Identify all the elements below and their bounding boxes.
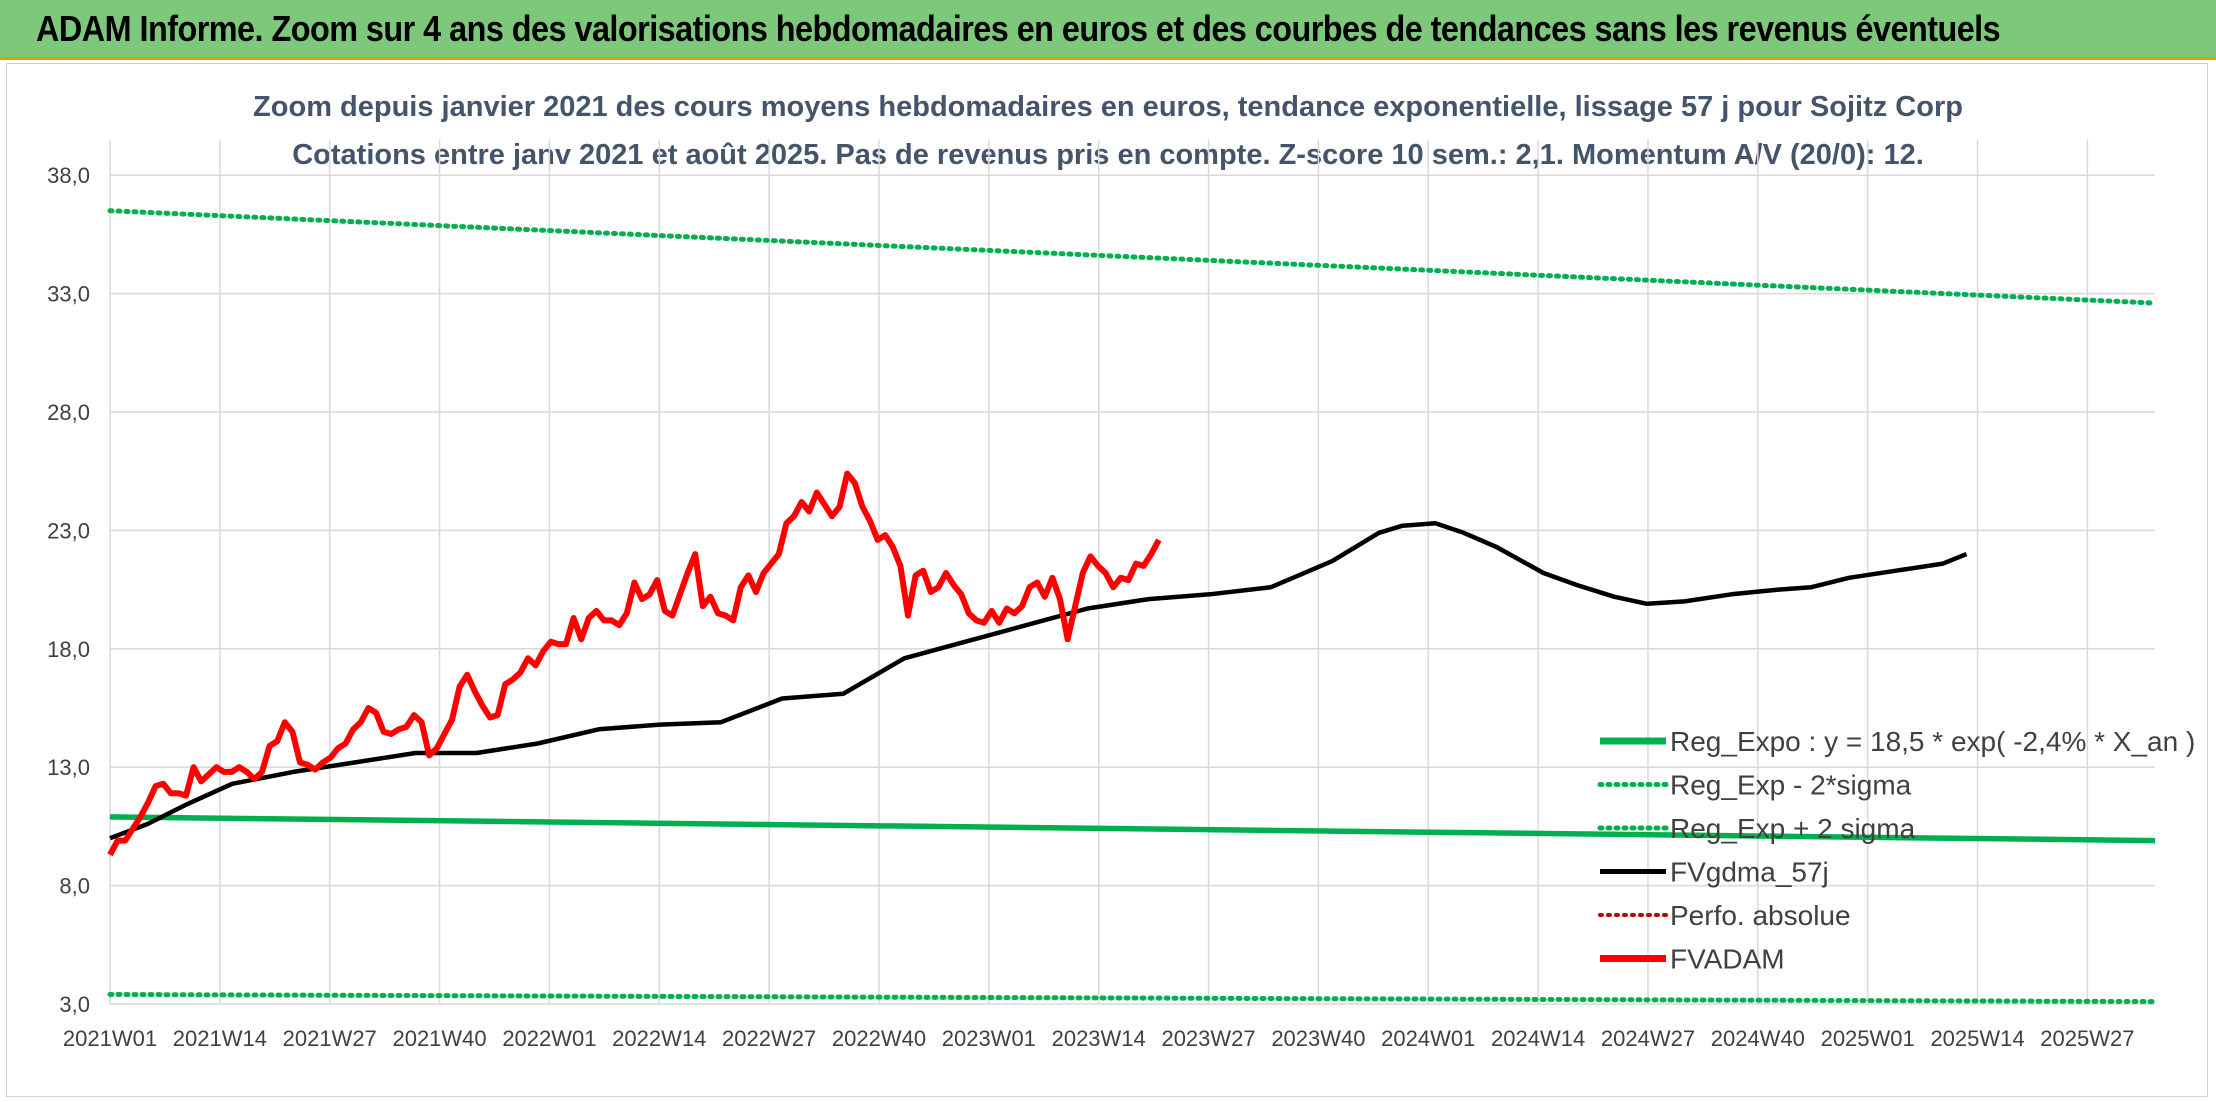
x-tick-label: 2024W01 <box>1381 1026 1475 1051</box>
x-axis-ticks: 2021W01 2021W14 2021W27 2021W40 2022W01 2022W… <box>63 1026 2135 1051</box>
series-fvadam <box>107 470 1162 857</box>
series-reg-minus-2sigma <box>107 992 2158 1005</box>
x-tick-label: 2023W40 <box>1271 1026 1365 1051</box>
chart-title: Zoom depuis janvier 2021 des cours moyen… <box>253 91 1963 123</box>
chart-subtitle: Cotations entre janv 2021 et août 2025. … <box>292 139 1924 171</box>
x-tick-label: 2024W14 <box>1491 1026 1585 1051</box>
legend-label: Reg_Exp + 2 sigma <box>1670 813 1916 844</box>
series-layer <box>107 208 2158 1005</box>
y-tick-label: 38,0 <box>47 163 90 188</box>
x-tick-label: 2022W14 <box>612 1026 706 1051</box>
series-reg-plus-2sigma <box>107 208 2158 306</box>
gridlines <box>109 139 2155 1005</box>
chart-frame <box>6 63 2208 1097</box>
x-tick-label: 2023W27 <box>1161 1026 1255 1051</box>
x-tick-label: 2021W01 <box>63 1026 157 1051</box>
series-reg-expo <box>109 814 2156 844</box>
x-tick-label: 2023W01 <box>942 1026 1036 1051</box>
legend-label: FVADAM <box>1670 944 1785 975</box>
x-tick-label: 2025W14 <box>1930 1026 2024 1051</box>
legend-label: Reg_Expo : y = 18,5 * exp( -2,4% * X_an … <box>1670 726 2195 757</box>
x-tick-label: 2022W27 <box>722 1026 816 1051</box>
legend-label: Perfo. absolue <box>1670 900 1851 931</box>
y-tick-label: 33,0 <box>47 282 90 307</box>
header-banner: ADAM Informe. Zoom sur 4 ans des valoris… <box>0 0 2216 60</box>
y-tick-label: 18,0 <box>47 637 90 662</box>
x-tick-label: 2025W01 <box>1821 1026 1915 1051</box>
x-tick-label: 2022W40 <box>832 1026 926 1051</box>
x-tick-label: 2022W01 <box>502 1026 596 1051</box>
y-axis-ticks: 3,0 8,0 13,0 18,0 23,0 28,0 33,0 38,0 <box>47 163 90 1017</box>
x-tick-label: 2021W14 <box>173 1026 267 1051</box>
page-title: ADAM Informe. Zoom sur 4 ans des valoris… <box>36 8 2001 49</box>
legend: Reg_Expo : y = 18,5 * exp( -2,4% * X_an … <box>1597 726 2195 975</box>
x-tick-label: 2024W27 <box>1601 1026 1695 1051</box>
y-tick-label: 13,0 <box>47 755 90 780</box>
x-tick-label: 2021W40 <box>392 1026 486 1051</box>
y-tick-label: 28,0 <box>47 400 90 425</box>
x-tick-label: 2024W40 <box>1711 1026 1805 1051</box>
x-tick-label: 2025W27 <box>2040 1026 2134 1051</box>
legend-label: FVgdma_57j <box>1670 857 1829 888</box>
y-tick-label: 3,0 <box>59 992 90 1017</box>
x-tick-label: 2023W14 <box>1052 1026 1146 1051</box>
y-tick-label: 23,0 <box>47 518 90 543</box>
y-tick-label: 8,0 <box>59 874 90 899</box>
x-tick-label: 2021W27 <box>283 1026 377 1051</box>
legend-label: Reg_Exp - 2*sigma <box>1670 770 1912 801</box>
